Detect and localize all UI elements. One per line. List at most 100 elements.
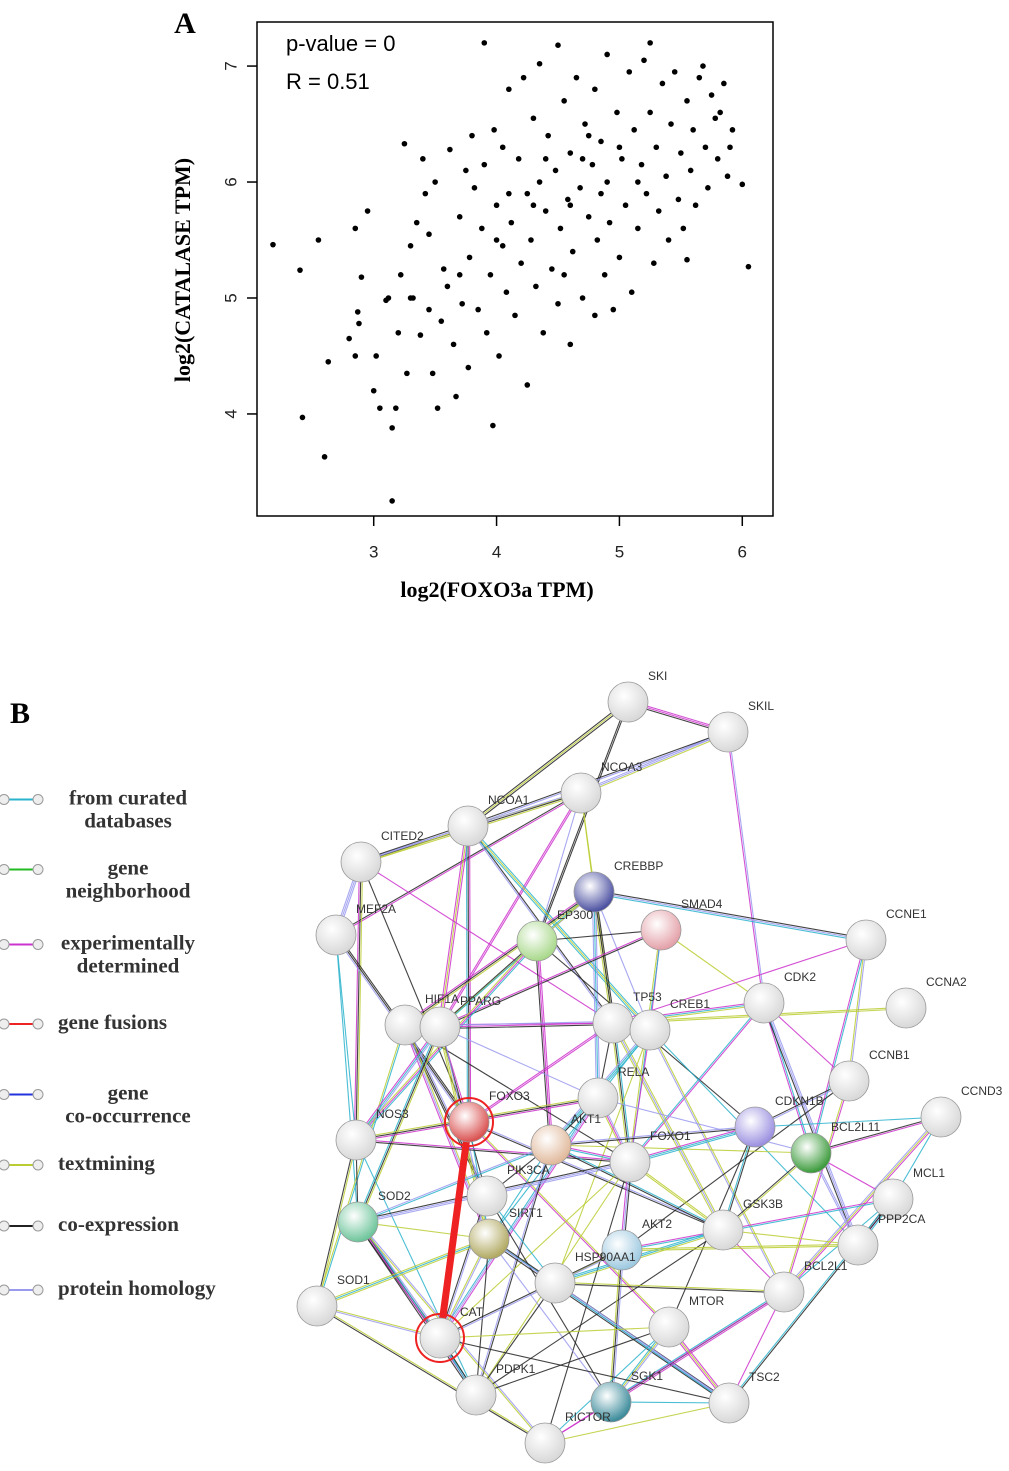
point (315, 237, 322, 243)
node-label: GSK3B (743, 1197, 783, 1211)
edge (439, 1161, 631, 1339)
point (401, 140, 408, 147)
point (614, 109, 620, 116)
point (739, 181, 746, 188)
y-tick-label: 6 (221, 177, 240, 186)
legend-entry: gene fusions (0, 1010, 167, 1034)
edge (465, 826, 468, 1123)
point (592, 86, 598, 93)
node-label: MEF2A (356, 902, 396, 916)
edge (336, 793, 582, 937)
point (536, 179, 543, 185)
point (647, 40, 653, 46)
point (377, 405, 383, 411)
edge (809, 939, 866, 1153)
edge (621, 1080, 850, 1251)
edge (593, 891, 599, 1099)
node-highlight (415, 1313, 465, 1363)
edge (355, 1140, 630, 1164)
point (729, 127, 736, 133)
point (346, 335, 352, 342)
y-tick-label: 7 (221, 61, 240, 70)
node-label: CCNB1 (869, 1048, 910, 1062)
point (354, 309, 361, 315)
edge (315, 1024, 405, 1306)
point (438, 318, 445, 324)
point (385, 295, 392, 301)
edge (474, 1144, 551, 1395)
node-label: SOD2 (378, 1189, 411, 1203)
point (536, 60, 543, 67)
edge (593, 893, 866, 943)
legend-swatch-end (0, 1018, 10, 1030)
legend-label: gene (108, 855, 149, 879)
edge (440, 1098, 600, 1340)
point (352, 225, 359, 232)
edge (439, 1248, 622, 1338)
legend-label: determined (77, 953, 180, 977)
point (702, 144, 709, 151)
point (641, 57, 647, 64)
y-tick-label: 5 (221, 293, 240, 302)
point (724, 173, 731, 180)
edge (597, 1097, 812, 1154)
edge (728, 731, 766, 1003)
edge (811, 1117, 942, 1155)
legend-swatch-end (32, 1089, 44, 1100)
legend-label: co-expression (58, 1212, 179, 1236)
edge (476, 1145, 553, 1396)
node (609, 1141, 651, 1183)
edge (317, 1239, 490, 1309)
edge (593, 891, 651, 1031)
node-label: FOXO1 (650, 1129, 691, 1143)
x-tick-label: 4 (492, 542, 501, 561)
edge (630, 1003, 766, 1163)
node-label: HSP90AA1 (575, 1250, 636, 1264)
point (512, 312, 518, 319)
point (601, 271, 608, 278)
edge (782, 1115, 941, 1292)
node-label: BCL2L11 (831, 1120, 880, 1134)
point (440, 266, 447, 272)
y-tick-label: 4 (221, 409, 240, 418)
edge (468, 1021, 613, 1122)
point (299, 414, 306, 421)
point (530, 115, 537, 122)
node-label: TSC2 (749, 1370, 780, 1384)
edge (722, 1229, 859, 1246)
node (702, 1209, 744, 1251)
node-label: FOXO3 (489, 1089, 530, 1103)
legend-label: gene (108, 1080, 149, 1104)
point (389, 498, 395, 504)
point (426, 231, 432, 238)
node-label: EP300 (557, 908, 593, 922)
point (643, 190, 650, 197)
edge (536, 940, 552, 1146)
point (422, 190, 429, 197)
legend-label: gene fusions (58, 1010, 167, 1034)
point (469, 132, 475, 139)
edge (439, 1337, 730, 1404)
edge (468, 1122, 669, 1328)
node-label: AKT1 (571, 1112, 601, 1126)
edge (439, 1026, 599, 1099)
edge (538, 940, 554, 1145)
node-label: CREBBP (614, 859, 663, 873)
point (626, 69, 633, 75)
point (668, 121, 674, 127)
point (404, 370, 410, 377)
edge (317, 1304, 546, 1443)
edge (439, 1020, 613, 1026)
point (598, 138, 604, 145)
edge (612, 1022, 724, 1231)
point (561, 98, 567, 104)
legend-label: neighborhood (66, 878, 191, 902)
point (465, 364, 472, 371)
edge (355, 861, 362, 1141)
point (705, 185, 711, 191)
edge (317, 1140, 358, 1307)
node-label: PIK3CA (507, 1163, 550, 1177)
point (714, 156, 721, 162)
point (680, 225, 687, 232)
